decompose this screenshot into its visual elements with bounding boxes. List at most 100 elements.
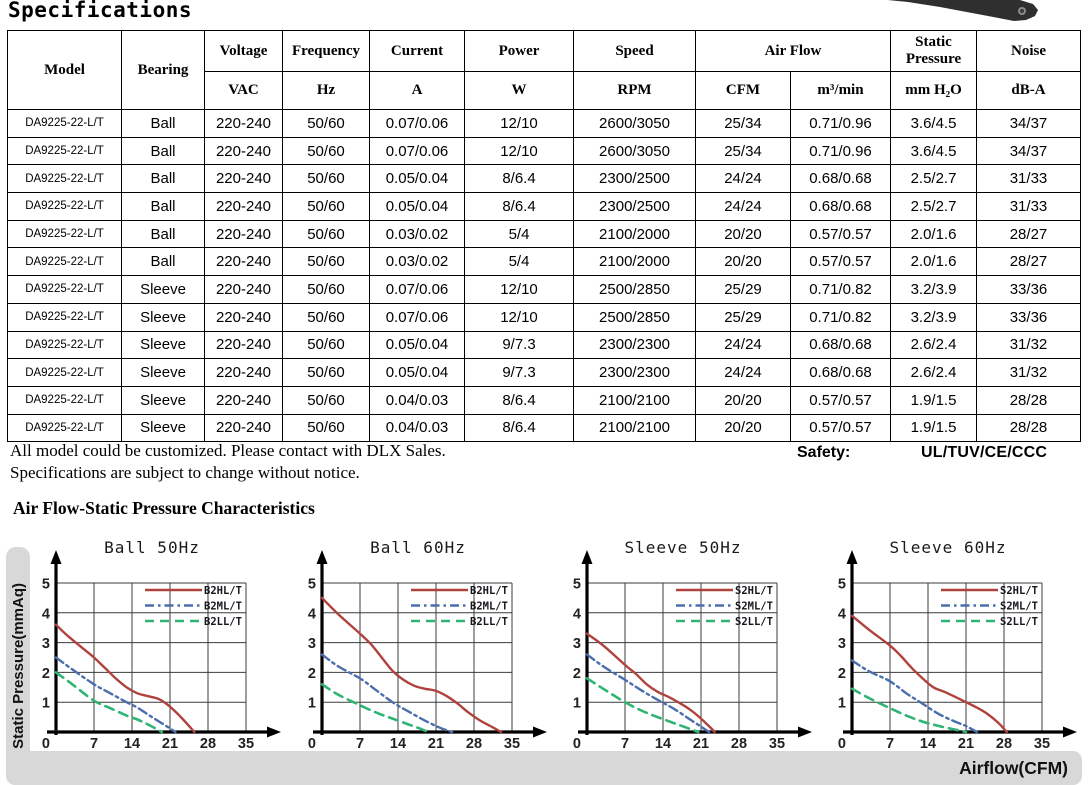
x-tick-label: 14 xyxy=(390,736,406,752)
y-tick-label: 5 xyxy=(573,577,581,593)
x-tick-label: 0 xyxy=(573,736,581,752)
cell-model: DA9225-22-L/T xyxy=(7,136,122,166)
series-curve-b2ml-t xyxy=(54,656,177,734)
cell-speed: 2100/2100 xyxy=(573,413,696,443)
y-tick-label: 4 xyxy=(308,606,316,622)
col-header-voltage: Voltage xyxy=(204,30,283,72)
table-header: Model Bearing Voltage Frequency Current … xyxy=(7,30,1081,110)
cell-speed: 2300/2500 xyxy=(573,192,696,221)
y-tick-label: 5 xyxy=(308,577,316,593)
unit-dba: dB-A xyxy=(976,71,1081,110)
fan-photo-fragment xyxy=(870,0,1050,24)
cell-speed: 2100/2000 xyxy=(573,247,696,277)
note-subject-to-change: Specifications are subject to change wit… xyxy=(10,463,360,482)
cell-airflow-m3min: 0.57/0.57 xyxy=(790,247,891,277)
cell-noise: 33/36 xyxy=(976,275,1081,304)
cell-voltage: 220-240 xyxy=(204,358,283,387)
cell-current: 0.07/0.06 xyxy=(369,302,465,332)
y-tick-label: 3 xyxy=(573,636,581,652)
cell-current: 0.07/0.06 xyxy=(369,109,465,138)
x-tick-label: 35 xyxy=(504,736,520,752)
x-tick-label: 21 xyxy=(958,736,974,752)
cell-bearing: Ball xyxy=(121,136,205,166)
cell-model: DA9225-22-L/T xyxy=(7,247,122,277)
cell-voltage: 220-240 xyxy=(204,330,283,360)
cell-noise: 28/27 xyxy=(976,247,1081,277)
legend-label: S2HL/T xyxy=(1000,585,1038,597)
col-header-frequency: Frequency xyxy=(282,30,370,72)
cell-airflow-m3min: 0.68/0.68 xyxy=(790,192,891,221)
cell-bearing: Sleeve xyxy=(121,302,205,332)
charts-section-heading: Air Flow-Static Pressure Characteristics xyxy=(13,498,315,518)
cell-frequency: 50/60 xyxy=(282,385,370,415)
cell-voltage: 220-240 xyxy=(204,413,283,443)
cell-bearing: Sleeve xyxy=(121,275,205,304)
cell-airflow-m3min: 0.68/0.68 xyxy=(790,358,891,387)
fan-corner-shape xyxy=(888,0,1038,21)
cell-model: DA9225-22-L/T xyxy=(7,219,122,249)
x-axis-label: Airflow(CFM) xyxy=(959,757,1068,778)
cell-airflow-m3min: 0.57/0.57 xyxy=(790,413,891,443)
y-tick-label: 4 xyxy=(838,606,846,622)
cell-noise: 28/28 xyxy=(976,413,1081,443)
x-tick-label: 28 xyxy=(731,736,747,752)
x-tick-label: 28 xyxy=(200,736,216,752)
cell-airflow-cfm: 24/24 xyxy=(695,330,791,360)
unit-frequency: Hz xyxy=(282,71,370,110)
cell-current: 0.03/0.02 xyxy=(369,247,465,277)
series-curve-b2hl-t xyxy=(320,596,503,734)
table-row: DA9225-22-L/T Ball 220-240 50/60 0.05/0.04 8/… xyxy=(7,192,1081,221)
cell-power: 8/6.4 xyxy=(464,385,574,415)
cell-static-pressure: 2.5/2.7 xyxy=(890,164,977,194)
x-tick-label: 28 xyxy=(466,736,482,752)
cell-frequency: 50/60 xyxy=(282,164,370,194)
x-tick-label: 14 xyxy=(920,736,936,752)
cell-frequency: 50/60 xyxy=(282,413,370,443)
x-tick-label: 21 xyxy=(162,736,178,752)
cell-static-pressure: 2.6/2.4 xyxy=(890,358,977,387)
cell-airflow-m3min: 0.57/0.57 xyxy=(790,385,891,415)
chart-ball-50hz: Ball 50Hz 1 2 3 4 5 0 7 14 21 28 35 B2HL/T B2ML/T B2LL… xyxy=(42,538,281,752)
cell-current: 0.07/0.06 xyxy=(369,136,465,166)
col-header-model: Model xyxy=(7,30,122,110)
cell-noise: 28/27 xyxy=(976,219,1081,249)
cell-speed: 2500/2850 xyxy=(573,302,696,332)
legend-label: S2LL/T xyxy=(1000,616,1038,628)
col-header-noise: Noise xyxy=(976,30,1081,72)
cell-airflow-cfm: 25/34 xyxy=(695,109,791,138)
cell-speed: 2600/3050 xyxy=(573,109,696,138)
cell-power: 12/10 xyxy=(464,136,574,166)
cell-speed: 2100/2000 xyxy=(573,219,696,249)
y-tick-label: 3 xyxy=(308,636,316,652)
cell-bearing: Sleeve xyxy=(121,330,205,360)
specifications-table: Model Bearing Voltage Frequency Current … xyxy=(7,30,1081,443)
cell-airflow-cfm: 20/20 xyxy=(695,247,791,277)
cell-static-pressure: 3.6/4.5 xyxy=(890,136,977,166)
cell-voltage: 220-240 xyxy=(204,247,283,277)
cell-noise: 31/33 xyxy=(976,192,1081,221)
table-row: DA9225-22-L/T Ball 220-240 50/60 0.05/0.04 8/… xyxy=(7,164,1081,194)
cell-noise: 33/36 xyxy=(976,302,1081,332)
cell-model: DA9225-22-L/T xyxy=(7,302,122,332)
cell-voltage: 220-240 xyxy=(204,275,283,304)
cell-bearing: Ball xyxy=(121,219,205,249)
legend-label: B2HL/T xyxy=(470,585,508,597)
cell-bearing: Ball xyxy=(121,192,205,221)
x-axis-label-bar: Airflow(CFM) xyxy=(6,751,1082,785)
table-row: DA9225-22-L/T Sleeve 220-240 50/60 0.05/0.04… xyxy=(7,330,1081,360)
col-header-static-pressure: Static Pressure xyxy=(890,30,977,72)
cell-airflow-m3min: 0.71/0.82 xyxy=(790,302,891,332)
y-tick-label: 1 xyxy=(42,696,50,712)
table-row: DA9225-22-L/T Sleeve 220-240 50/60 0.07/0.06… xyxy=(7,302,1081,332)
safety-label: Safety: xyxy=(797,444,851,461)
cell-power: 9/7.3 xyxy=(464,358,574,387)
cell-model: DA9225-22-L/T xyxy=(7,330,122,360)
cell-airflow-cfm: 24/24 xyxy=(695,164,791,194)
legend-label: S2HL/T xyxy=(735,585,773,597)
cell-static-pressure: 1.9/1.5 xyxy=(890,385,977,415)
safety-certifications: UL/TUV/CE/CCC xyxy=(921,444,1048,461)
cell-current: 0.05/0.04 xyxy=(369,164,465,194)
col-header-speed: Speed xyxy=(573,30,696,72)
cell-static-pressure: 2.5/2.7 xyxy=(890,192,977,221)
col-header-airflow: Air Flow xyxy=(695,30,891,72)
